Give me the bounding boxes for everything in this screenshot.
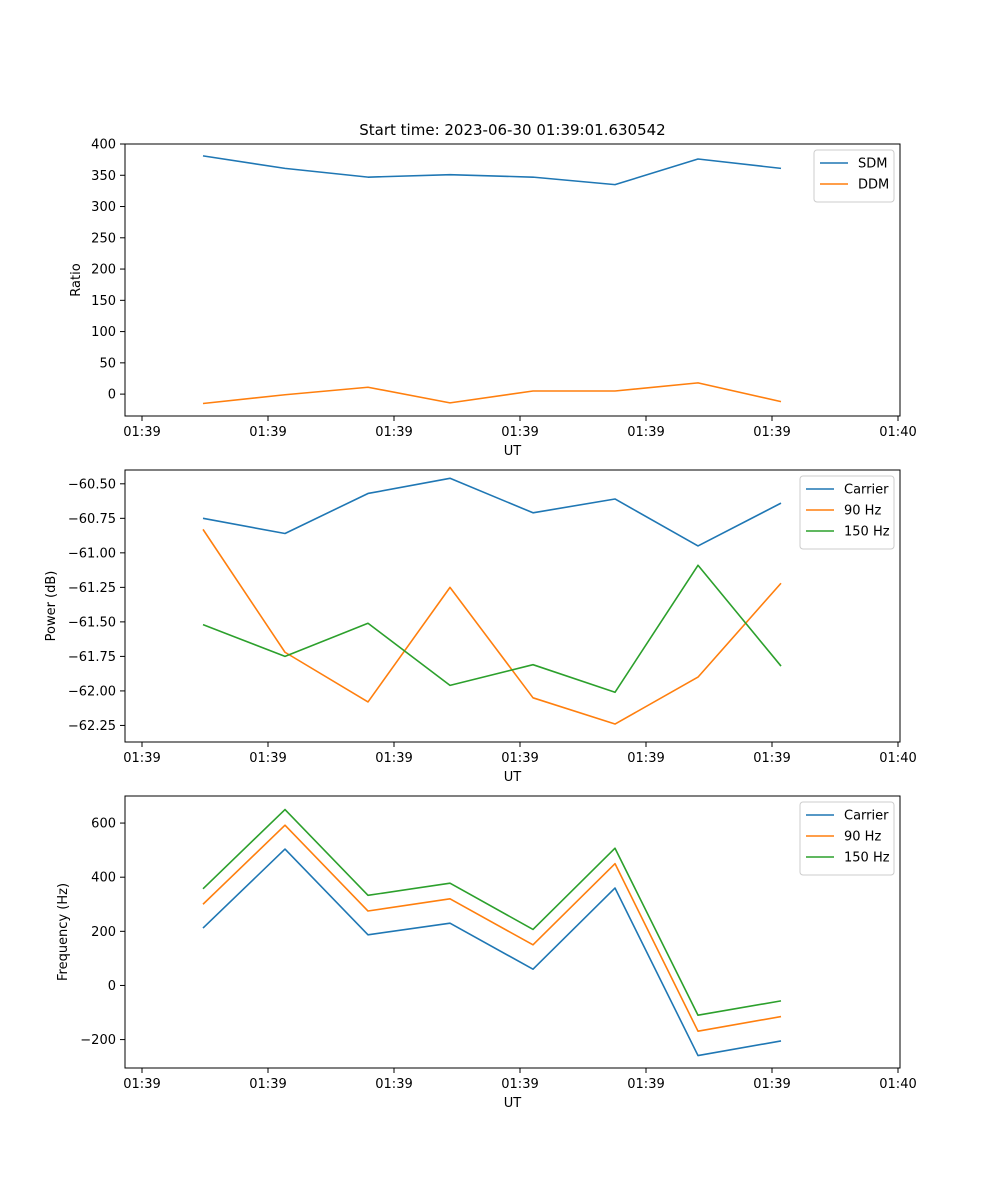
series-line-sdm	[202, 155, 782, 186]
series-line-90-hz	[202, 528, 782, 725]
series-line-150-hz	[202, 564, 782, 694]
y-tick-label: 250	[91, 231, 116, 246]
x-tick-label: 01:39	[627, 425, 664, 440]
x-tick-label: 01:39	[753, 425, 790, 440]
y-tick-label: 50	[99, 356, 116, 371]
legend: SDM DDM	[813, 149, 895, 203]
x-axis-label: UT	[504, 444, 522, 459]
series-line-carrier	[202, 848, 782, 1057]
y-tick-label: 200	[91, 925, 116, 940]
x-tick-label: 01:40	[879, 425, 916, 440]
y-tick-label: 400	[91, 871, 116, 886]
y-tick-label: 600	[91, 817, 116, 832]
legend-label: Carrier	[844, 483, 889, 498]
subplot-2: 01:39 01:39 01:39 01:39 01:39 01:39 01:40 UT −60…	[44, 469, 917, 785]
legend: Carrier 90 Hz 150 Hz	[799, 801, 895, 876]
legend-label: 150 Hz	[844, 851, 890, 866]
legend: Carrier 90 Hz 150 Hz	[799, 475, 895, 550]
x-tick-label: 01:39	[375, 751, 412, 766]
x-tick-label: 01:39	[501, 1077, 538, 1092]
y-tick-label: −61.25	[68, 581, 116, 596]
x-tick-label: 01:39	[627, 1077, 664, 1092]
x-tick-label: 01:39	[375, 425, 412, 440]
y-tick-label: 0	[108, 979, 116, 994]
y-tick-label: 100	[91, 325, 116, 340]
y-tick-label: 200	[91, 263, 116, 278]
y-axis-label: Frequency (Hz)	[56, 883, 71, 981]
x-tick-label: 01:39	[123, 1077, 160, 1092]
x-tick-label: 01:40	[879, 1077, 916, 1092]
plot-frame	[124, 795, 901, 1069]
x-axis-label: UT	[504, 770, 522, 785]
legend-label: SDM	[858, 157, 887, 172]
chart-title: Start time: 2023-06-30 01:39:01.630542	[359, 121, 665, 139]
x-axis-label: UT	[504, 1096, 522, 1111]
y-tick-label: 0	[108, 388, 116, 403]
legend-label: 90 Hz	[844, 504, 881, 519]
series-line-carrier	[202, 477, 782, 547]
y-tick-label: −61.00	[68, 546, 116, 561]
y-tick-label: 350	[91, 169, 116, 184]
plot-frame	[124, 143, 901, 417]
legend-label: Carrier	[844, 809, 889, 824]
legend-label: 90 Hz	[844, 830, 881, 845]
y-axis-label: Ratio	[69, 263, 84, 296]
x-tick-label: 01:39	[753, 751, 790, 766]
y-tick-label: −62.25	[68, 719, 116, 734]
x-tick-label: 01:39	[753, 1077, 790, 1092]
y-tick-label: −61.50	[68, 615, 116, 630]
x-tick-label: 01:39	[249, 1077, 286, 1092]
y-tick-label: −62.00	[68, 684, 116, 699]
legend-label: 150 Hz	[844, 525, 890, 540]
y-tick-label: 300	[91, 200, 116, 215]
x-tick-label: 01:39	[501, 425, 538, 440]
x-tick-label: 01:39	[627, 751, 664, 766]
x-tick-label: 01:39	[375, 1077, 412, 1092]
legend-label: DDM	[858, 178, 889, 193]
plot-frame	[124, 469, 901, 743]
y-tick-label: −60.75	[68, 512, 116, 527]
series-line-150-hz	[202, 808, 782, 1017]
x-tick-label: 01:40	[879, 751, 916, 766]
subplot-1: 01:39 01:39 01:39 01:39 01:39 01:39 01:40 UT 0 50…	[69, 138, 917, 460]
x-tick-label: 01:39	[501, 751, 538, 766]
y-tick-label: 400	[91, 138, 116, 153]
y-tick-label: −60.50	[68, 477, 116, 492]
x-tick-label: 01:39	[123, 751, 160, 766]
y-tick-label: −200	[80, 1033, 116, 1048]
y-tick-label: 150	[91, 294, 116, 309]
subplot-3: 01:39 01:39 01:39 01:39 01:39 01:39 01:40 UT −20…	[56, 795, 917, 1111]
x-tick-label: 01:39	[249, 751, 286, 766]
x-tick-label: 01:39	[123, 425, 160, 440]
x-tick-label: 01:39	[249, 425, 286, 440]
y-tick-label: −61.75	[68, 650, 116, 665]
series-line-ddm	[202, 382, 782, 405]
y-axis-label: Power (dB)	[44, 571, 59, 642]
series-line-90-hz	[202, 824, 782, 1032]
